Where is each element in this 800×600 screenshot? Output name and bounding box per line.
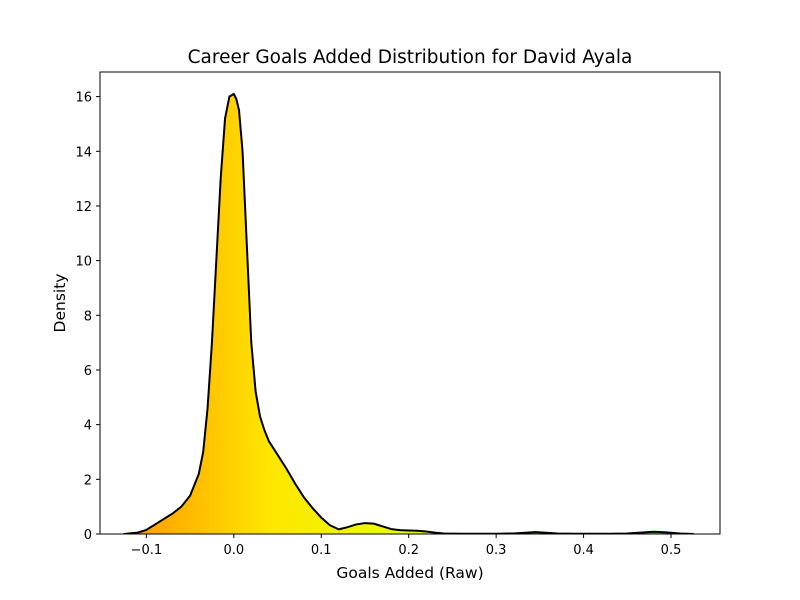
x-axis-ticks: −0.1 0.0 0.1 0.2 0.3 0.4 0.5: [131, 534, 682, 558]
y-tick-label: 10: [75, 255, 92, 270]
y-tick-label: 2: [84, 473, 92, 488]
x-tick-label: 0.4: [573, 543, 594, 558]
y-axis-ticks: 0 2 4 6 8 10 12 14 16: [75, 91, 100, 543]
plot-frame: [99, 71, 721, 535]
y-axis-label: Density: [51, 274, 69, 333]
x-tick-label: 0.1: [311, 543, 332, 558]
density-fill-area: [123, 93, 694, 534]
x-tick-label: −0.1: [131, 543, 163, 558]
y-tick-label: 0: [84, 528, 92, 543]
y-tick-label: 8: [84, 309, 92, 324]
density-curve-line: [123, 92, 694, 534]
chart-title: Career Goals Added Distribution for Davi…: [188, 47, 633, 68]
y-tick-label: 12: [75, 200, 92, 215]
y-tick-label: 6: [84, 364, 92, 379]
x-axis-label: Goals Added (Raw): [336, 564, 483, 582]
x-tick-label: 0.0: [223, 543, 244, 558]
x-tick-label: 0.5: [661, 543, 682, 558]
x-tick-label: 0.2: [398, 543, 419, 558]
y-tick-label: 16: [75, 91, 92, 106]
y-tick-label: 14: [75, 145, 92, 160]
plot-area: [123, 92, 694, 534]
y-tick-label: 4: [84, 419, 92, 434]
x-tick-label: 0.3: [486, 543, 507, 558]
